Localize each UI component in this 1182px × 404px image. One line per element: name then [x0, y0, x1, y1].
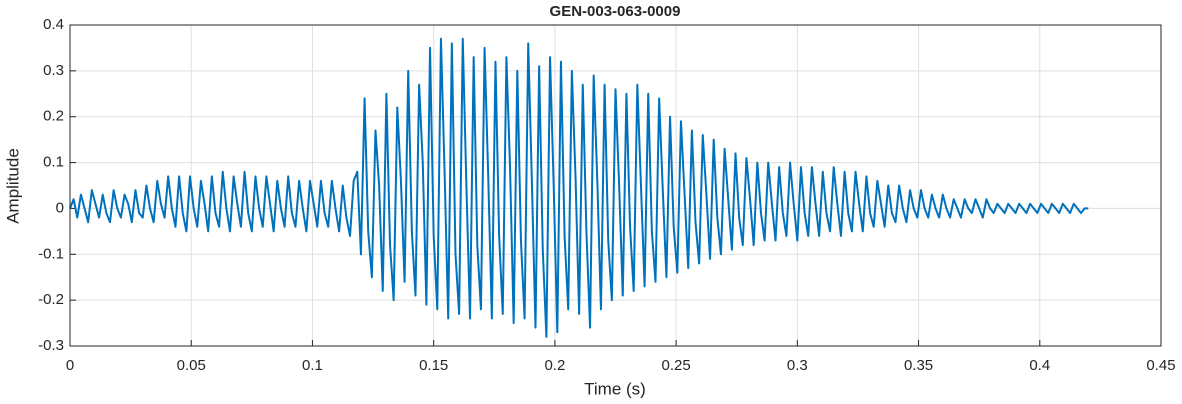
x-tick-label: 0.2: [544, 357, 565, 374]
y-tick-label: 0.1: [43, 154, 64, 171]
x-tick-label: 0.15: [419, 357, 448, 374]
x-tick-label: 0: [66, 357, 74, 374]
x-tick-label: 0.4: [1029, 357, 1050, 374]
y-tick-label: 0: [56, 199, 64, 216]
y-tick-label: 0.4: [43, 16, 64, 33]
x-tick-label: 0.3: [787, 357, 808, 374]
chart-title: GEN-003-063-0009: [550, 3, 681, 20]
y-tick-label: 0.2: [43, 108, 64, 125]
y-tick-label: -0.3: [38, 337, 64, 354]
x-axis-label: Time (s): [584, 379, 646, 398]
y-tick-label: 0.3: [43, 62, 64, 79]
y-axis-label: Amplitude: [3, 148, 22, 224]
y-tick-label: -0.2: [38, 291, 64, 308]
x-tick-label: 0.1: [302, 357, 323, 374]
waveform-line: [69, 37, 1089, 338]
x-tick-label: 0.45: [1146, 357, 1175, 374]
y-tick-label: -0.1: [38, 245, 64, 262]
x-tick-label: 0.35: [904, 357, 933, 374]
x-tick-label: 0.25: [662, 357, 691, 374]
plot-frame: [69, 24, 1162, 347]
x-tick-label: 0.05: [177, 357, 206, 374]
